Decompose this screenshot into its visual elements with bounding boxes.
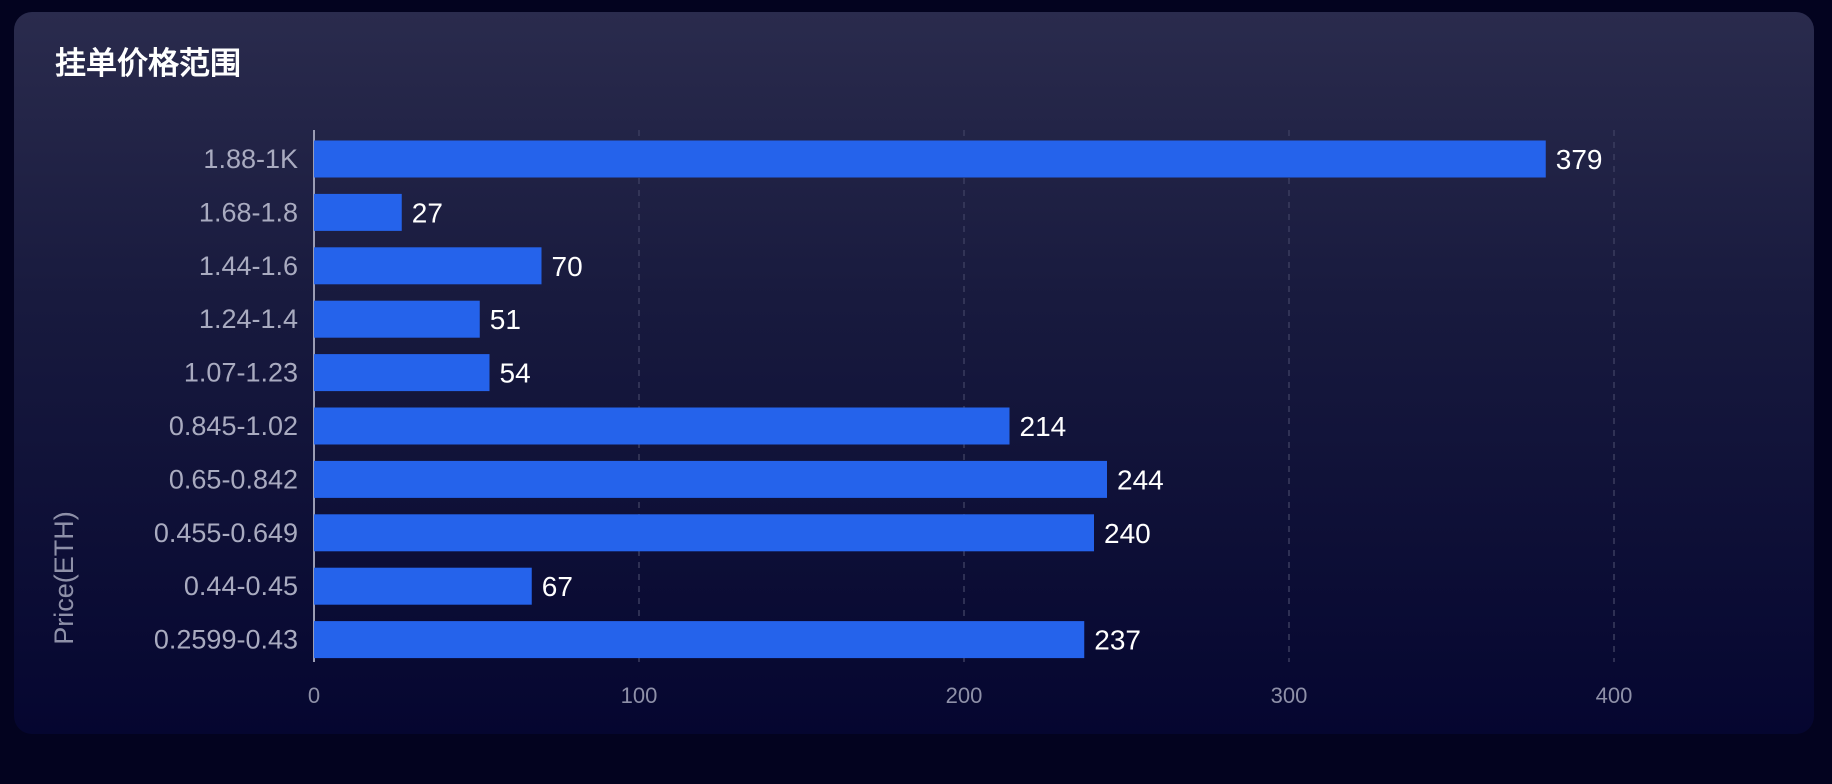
bars: [314, 140, 1546, 659]
x-tick-label: 400: [1596, 683, 1633, 708]
data-label: 54: [500, 358, 531, 389]
bar: [314, 247, 542, 285]
y-axis-label: Price(ETH): [49, 511, 79, 645]
data-label: 27: [412, 197, 443, 228]
category-label: 1.68-1.8: [199, 197, 298, 227]
category-label: 0.845-1.02: [169, 411, 298, 441]
category-label: 0.2599-0.43: [154, 625, 298, 655]
data-label: 240: [1104, 518, 1151, 549]
category-label: 0.65-0.842: [169, 464, 298, 494]
category-label: 0.44-0.45: [184, 571, 298, 601]
data-label: 244: [1117, 464, 1164, 495]
labels: 0 100 200 300 400 1.88-1K 379 1.68-1.8 27 1.44-1.…: [154, 144, 1632, 708]
bar: [314, 193, 402, 231]
category-label: 0.455-0.649: [154, 518, 298, 548]
data-label: 214: [1020, 411, 1067, 442]
data-label: 51: [490, 304, 521, 335]
data-label: 70: [552, 251, 583, 282]
bar: [314, 567, 532, 605]
category-label: 1.07-1.23: [184, 358, 298, 388]
bar: [314, 300, 480, 338]
data-label: 379: [1556, 144, 1603, 175]
bar: [314, 407, 1010, 445]
x-tick-label: 100: [621, 683, 658, 708]
data-label: 237: [1094, 625, 1141, 656]
card-title: 挂单价格范围: [55, 46, 241, 82]
x-tick-label: 200: [946, 683, 983, 708]
category-label: 1.24-1.4: [199, 304, 298, 334]
category-label: 1.88-1K: [203, 144, 298, 174]
bar: [314, 354, 490, 392]
category-label: 1.44-1.6: [199, 251, 298, 281]
bar: [314, 460, 1107, 498]
bar: [314, 140, 1546, 178]
bar: [314, 621, 1085, 659]
data-label: 67: [542, 571, 573, 602]
x-tick-label: 300: [1271, 683, 1308, 708]
x-tick-label: 0: [308, 683, 320, 708]
bar: [314, 514, 1094, 552]
